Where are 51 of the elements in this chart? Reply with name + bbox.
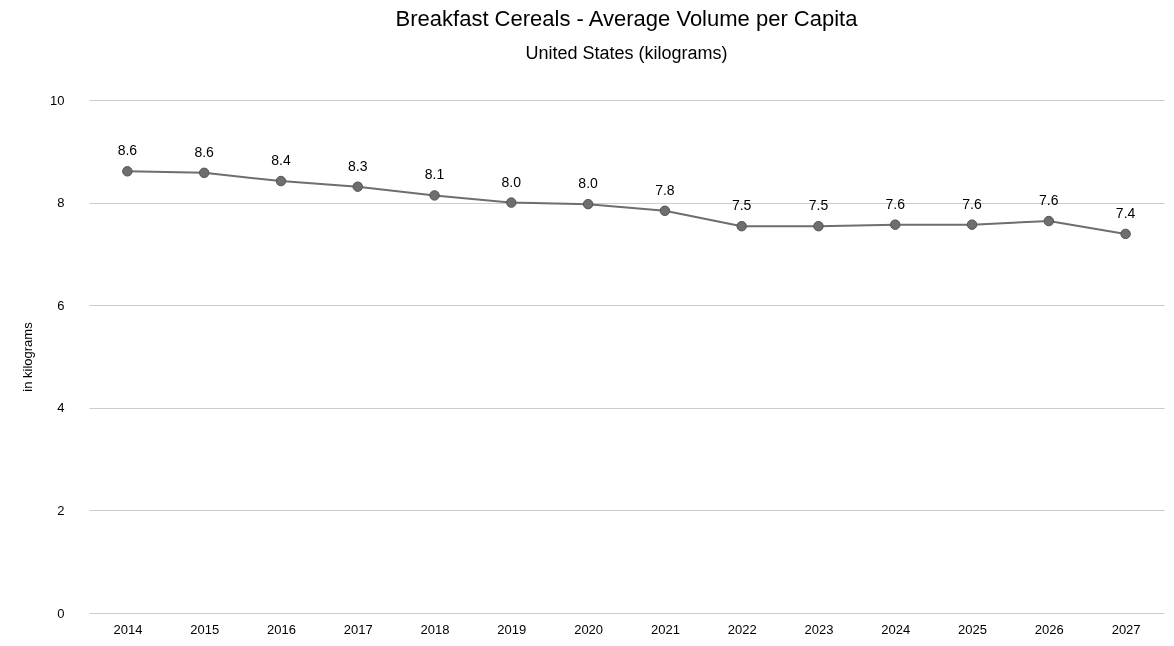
point <box>352 181 363 192</box>
point <box>506 197 517 208</box>
x-tick-label: 2019 <box>497 621 527 637</box>
data-label: 8.6 <box>194 143 215 160</box>
data-label: 7.4 <box>1115 204 1136 221</box>
point <box>275 175 287 187</box>
y-tick-label: 6 <box>57 297 65 313</box>
data-label: 8.0 <box>578 175 599 192</box>
data-label: 8.0 <box>501 173 522 190</box>
chart-title: Breakfast Cereals - Average Volume per Capita <box>395 6 859 31</box>
x-tick-label: 2021 <box>650 621 680 637</box>
point <box>582 198 594 210</box>
data-label: 7.6 <box>962 195 982 212</box>
data-label: 8.4 <box>271 152 291 169</box>
chart-subtitle: United States (kilograms) <box>525 43 728 63</box>
x-tick-label: 2027 <box>1111 621 1141 637</box>
point <box>429 190 440 201</box>
y-tick-label: 8 <box>57 195 65 211</box>
x-tick-label: 2014 <box>113 621 143 637</box>
point <box>736 220 747 232</box>
point <box>1120 228 1131 240</box>
x-tick-label: 2015 <box>190 621 220 637</box>
x-tick-label: 2023 <box>804 621 834 637</box>
data-label: 8.1 <box>424 166 445 183</box>
x-tick-label: 2018 <box>420 621 450 637</box>
x-tick-label: 2020 <box>574 621 604 637</box>
y-tick-label: 10 <box>50 92 65 108</box>
x-tick-label: 2025 <box>958 621 987 637</box>
point <box>198 167 210 179</box>
point <box>1043 215 1055 227</box>
data-label: 8.3 <box>348 157 368 174</box>
data-label: 7.5 <box>731 197 752 214</box>
y-tick-label: 0 <box>57 605 65 621</box>
point <box>122 166 133 177</box>
y-tick-label: 4 <box>57 400 65 416</box>
x-tick-label: 2022 <box>727 621 757 637</box>
data-label: 8.6 <box>117 142 138 159</box>
y-tick-label: 2 <box>57 502 65 518</box>
point <box>813 220 824 232</box>
data-label: 7.5 <box>808 197 829 214</box>
point <box>890 219 901 230</box>
point <box>659 205 671 217</box>
data-label: 7.6 <box>885 195 906 212</box>
x-tick-label: 2024 <box>881 621 911 637</box>
x-tick-label: 2017 <box>343 621 373 637</box>
x-tick-label: 2026 <box>1034 621 1064 637</box>
data-label: 7.6 <box>1039 192 1059 209</box>
x-tick-label: 2016 <box>267 621 296 637</box>
y-axis-title: in kilograms <box>20 321 36 392</box>
data-label: 7.8 <box>655 181 675 198</box>
point <box>966 219 978 230</box>
